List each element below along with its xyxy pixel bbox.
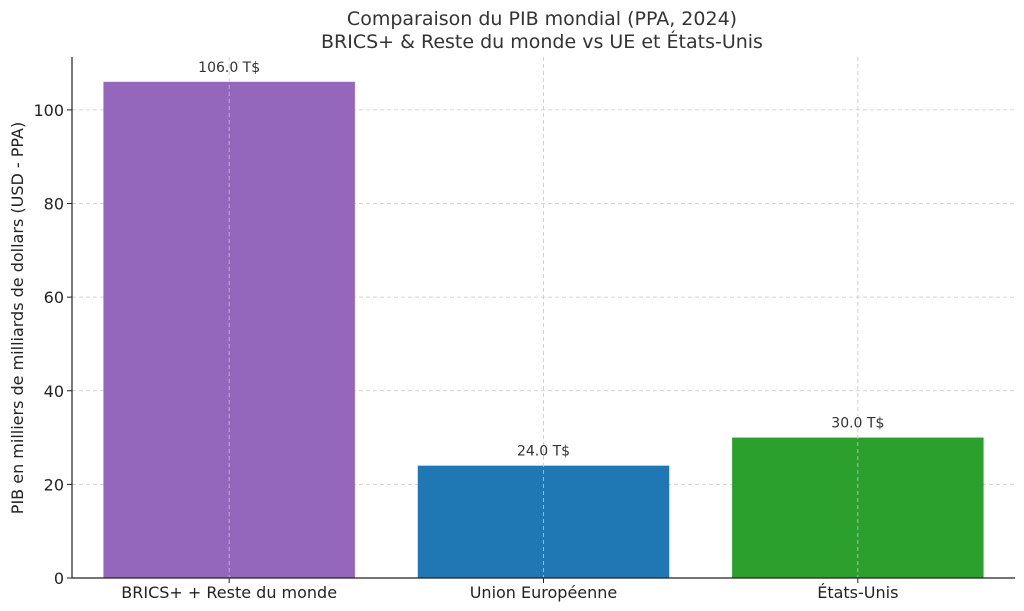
data-label-3: 30.0 T$ (831, 416, 884, 432)
x-tick-label-3: États-Unis (817, 583, 898, 602)
data-labels: 106.0 T$ 24.0 T$ 30.0 T$ (198, 60, 884, 460)
data-label-2: 24.0 T$ (517, 444, 570, 460)
y-tick-label-40: 40 (44, 382, 64, 401)
y-axis-ticks: 0 20 40 60 80 100 (33, 101, 72, 588)
x-axis-ticks: BRICS+ + Reste du monde Union Européenne É… (121, 578, 898, 602)
vertical-gridlines (228, 57, 859, 578)
chart-title-line-2: BRICS+ & Reste du monde vs UE et États-U… (321, 30, 763, 53)
data-label-1: 106.0 T$ (198, 60, 260, 76)
y-tick-label-20: 20 (44, 475, 64, 494)
y-tick-label-80: 80 (44, 195, 64, 214)
x-tick-label-1: BRICS+ + Reste du monde (121, 583, 337, 602)
y-tick-label-100: 100 (33, 101, 64, 120)
y-axis-label: PIB en milliers de milliards de dollars … (8, 122, 27, 514)
chart-title: Comparaison du PIB mondial (PPA, 2024) B… (321, 8, 763, 53)
y-tick-label-0: 0 (54, 569, 64, 588)
x-tick-label-2: Union Européenne (470, 583, 618, 602)
chart-title-line-1: Comparaison du PIB mondial (PPA, 2024) (347, 8, 737, 30)
y-tick-label-60: 60 (44, 288, 64, 307)
